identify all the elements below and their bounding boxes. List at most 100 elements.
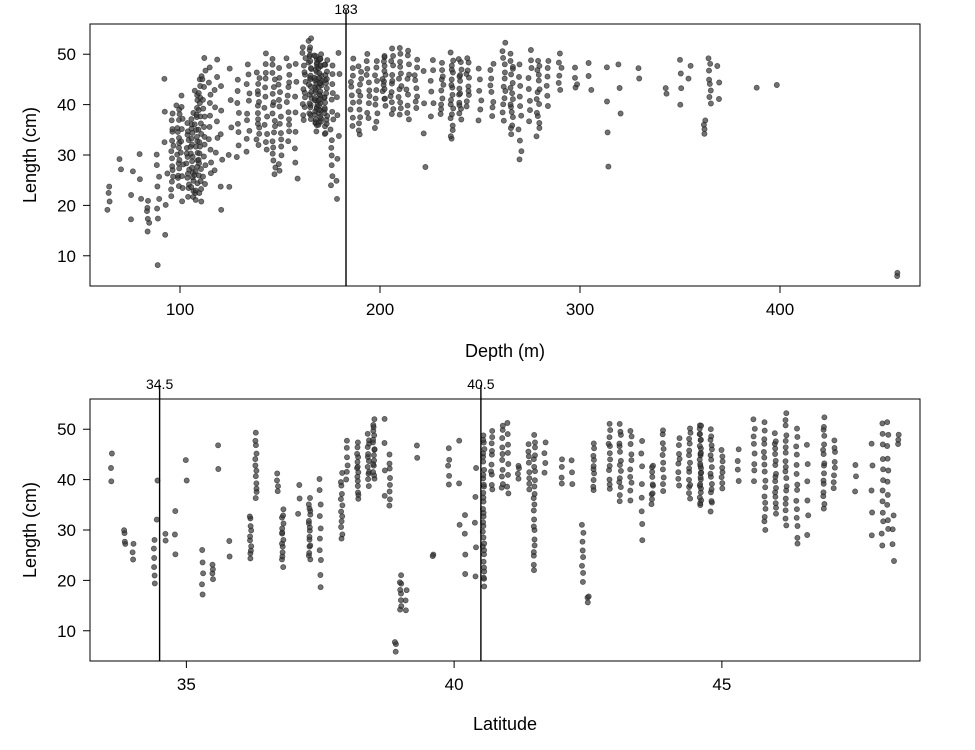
- data-point: [318, 51, 325, 58]
- data-point: [373, 87, 380, 94]
- data-point: [638, 450, 645, 457]
- data-point: [448, 62, 455, 69]
- data-point: [501, 75, 508, 82]
- data-point: [536, 62, 543, 69]
- data-point: [831, 458, 838, 465]
- data-point: [262, 61, 269, 68]
- data-point: [696, 494, 703, 501]
- data-point: [518, 112, 525, 119]
- data-point: [762, 484, 769, 491]
- data-point: [169, 137, 176, 144]
- data-point: [379, 76, 386, 83]
- data-point: [464, 55, 471, 62]
- data-point: [531, 501, 538, 508]
- data-point: [627, 466, 634, 473]
- data-point: [348, 83, 355, 90]
- data-point: [217, 131, 224, 138]
- data-point: [820, 489, 827, 496]
- data-point: [782, 437, 789, 444]
- data-point: [879, 420, 886, 427]
- data-point: [617, 484, 624, 491]
- data-point: [490, 60, 497, 67]
- data-point: [118, 166, 124, 173]
- data-point: [245, 71, 252, 78]
- data-point: [884, 419, 891, 426]
- data-point: [639, 463, 646, 470]
- data-point: [852, 462, 859, 468]
- data-point: [176, 144, 182, 151]
- data-point: [450, 57, 457, 64]
- data-point: [585, 60, 592, 66]
- data-point: [782, 422, 789, 429]
- data-point: [525, 441, 532, 448]
- data-point: [708, 464, 715, 471]
- data-point: [421, 100, 428, 107]
- data-point: [214, 74, 221, 80]
- data-point: [317, 501, 324, 508]
- data-point: [804, 478, 811, 485]
- data-point: [895, 436, 902, 443]
- data-point: [782, 515, 789, 522]
- data-point: [761, 513, 768, 520]
- data-point: [535, 77, 542, 84]
- data-point: [365, 451, 372, 458]
- data-point: [244, 117, 250, 124]
- data-point: [386, 496, 393, 503]
- data-point: [429, 553, 436, 560]
- data-point: [179, 115, 186, 122]
- data-point: [104, 206, 111, 213]
- data-point: [307, 44, 314, 51]
- data-point: [305, 501, 312, 508]
- data-point: [389, 77, 396, 84]
- data-point: [500, 83, 507, 90]
- data-point: [261, 121, 268, 128]
- data-point: [168, 186, 175, 193]
- data-point: [831, 437, 838, 444]
- data-point: [456, 480, 463, 487]
- data-point: [868, 487, 875, 494]
- data-point: [153, 162, 160, 169]
- data-point: [292, 93, 299, 100]
- data-point: [821, 441, 828, 448]
- data-point: [530, 561, 537, 568]
- data-point: [702, 117, 709, 124]
- data-point: [472, 493, 479, 500]
- data-point: [706, 76, 713, 83]
- data-point: [558, 480, 565, 487]
- data-point: [276, 120, 283, 127]
- data-point: [253, 136, 260, 143]
- data-point: [505, 490, 512, 497]
- y-tick-label: 40: [57, 471, 76, 490]
- data-point: [617, 467, 624, 474]
- data-point: [403, 587, 410, 594]
- data-point: [136, 176, 143, 183]
- data-point: [162, 201, 169, 208]
- data-point: [328, 152, 335, 159]
- data-point: [374, 110, 381, 117]
- data-point: [499, 435, 506, 442]
- data-point: [207, 91, 214, 98]
- data-point: [687, 459, 693, 466]
- data-points: [108, 410, 902, 655]
- data-point: [299, 44, 306, 51]
- data-point: [246, 513, 253, 520]
- data-point: [509, 63, 516, 70]
- data-point: [334, 155, 341, 162]
- data-point: [628, 451, 635, 458]
- data-point: [508, 109, 515, 115]
- data-point: [445, 462, 452, 469]
- data-point: [458, 116, 465, 123]
- data-point: [544, 65, 551, 71]
- data-point: [761, 493, 768, 500]
- data-point: [527, 107, 533, 114]
- data-point: [533, 109, 540, 116]
- data-point: [889, 541, 896, 548]
- data-point: [488, 481, 495, 488]
- data-point: [275, 161, 282, 168]
- data-point: [371, 457, 378, 464]
- latitude-scatter-panel: 35 40 45 10 20 30 40 50 Latitude Length (cm) 34.5 4…: [20, 376, 921, 734]
- data-point: [199, 581, 205, 588]
- data-point: [526, 480, 533, 487]
- data-point: [328, 162, 335, 169]
- data-point: [183, 477, 190, 484]
